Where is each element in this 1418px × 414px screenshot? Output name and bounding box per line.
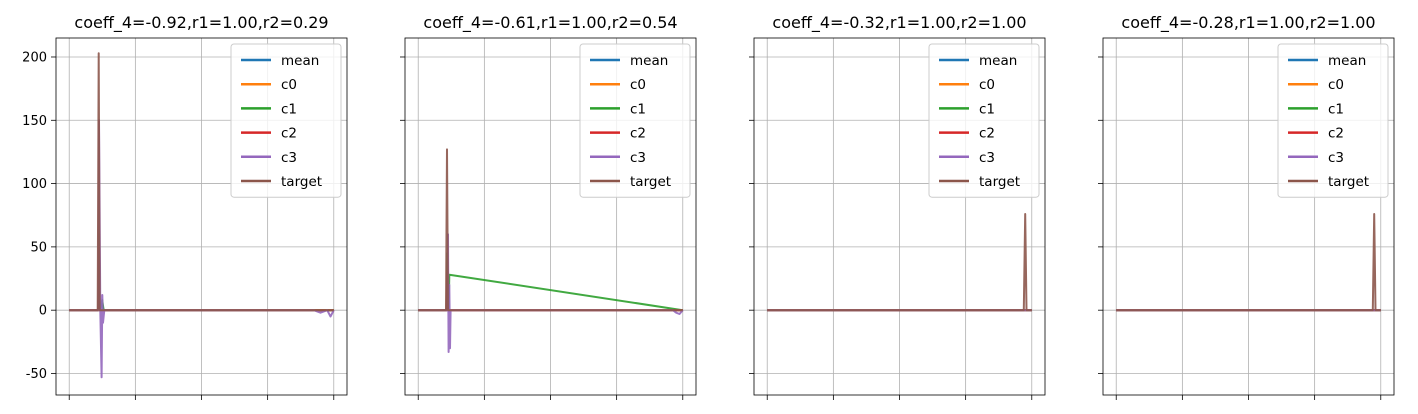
legend-label-c3: c3: [979, 150, 995, 166]
legend-label-c3: c3: [630, 150, 646, 166]
legend-label-c3: c3: [281, 150, 297, 166]
series-line-target: [418, 148, 683, 312]
y-tick-label: -50: [26, 367, 47, 382]
y-tick-label: 50: [30, 240, 47, 255]
y-tick-label: 100: [22, 177, 47, 192]
legend: mean c0 c1 c2 c3 target: [230, 43, 342, 198]
legend-label-c1: c1: [1328, 101, 1344, 117]
legend-label-target: target: [1328, 174, 1369, 190]
legend-label-mean: mean: [1328, 53, 1366, 69]
legend-frame: [928, 43, 1040, 198]
legend-frame: [230, 43, 342, 198]
y-tick-label: 200: [22, 50, 47, 65]
legend-label-c0: c0: [979, 77, 995, 93]
legend-frame: [579, 43, 691, 198]
series-line-target: [1116, 213, 1381, 312]
subplot-title: coeff_4=-0.28,r1=1.00,r2=1.00: [1121, 13, 1375, 33]
subplot-title: coeff_4=-0.32,r1=1.00,r2=1.00: [772, 13, 1026, 33]
legend-label-c0: c0: [281, 77, 297, 93]
legend-label-c1: c1: [630, 101, 646, 117]
legend-label-c3: c3: [1328, 150, 1344, 166]
legend-frame: [1277, 43, 1389, 198]
legend: mean c0 c1 c2 c3 target: [928, 43, 1040, 198]
subplot-1: -50 0 50 100 150 200 coeff_4=-0.92,r1=1.00,r2=…: [22, 13, 348, 400]
legend: mean c0 c1 c2 c3 target: [1277, 43, 1389, 198]
y-tick-label: 0: [39, 304, 47, 319]
legend-label-target: target: [281, 174, 322, 190]
legend-label-mean: mean: [281, 53, 319, 69]
legend-label-c1: c1: [281, 101, 297, 117]
y-tick-label: 150: [22, 114, 47, 129]
series-line-target: [69, 52, 334, 312]
legend-label-target: target: [979, 174, 1020, 190]
legend-label-target: target: [630, 174, 671, 190]
legend-label-mean: mean: [979, 53, 1017, 69]
series-line-target: [767, 213, 1032, 312]
legend-label-c1: c1: [979, 101, 995, 117]
subplot-title: coeff_4=-0.92,r1=1.00,r2=0.29: [74, 13, 328, 33]
subplot-title: coeff_4=-0.61,r1=1.00,r2=0.54: [423, 13, 677, 33]
legend-label-c0: c0: [630, 77, 646, 93]
legend-label-c2: c2: [1328, 126, 1344, 142]
legend-label-c2: c2: [979, 126, 995, 142]
legend: mean c0 c1 c2 c3 target: [579, 43, 691, 198]
legend-label-c2: c2: [281, 126, 297, 142]
legend-label-c0: c0: [1328, 77, 1344, 93]
legend-label-mean: mean: [630, 53, 668, 69]
legend-label-c2: c2: [630, 126, 646, 142]
